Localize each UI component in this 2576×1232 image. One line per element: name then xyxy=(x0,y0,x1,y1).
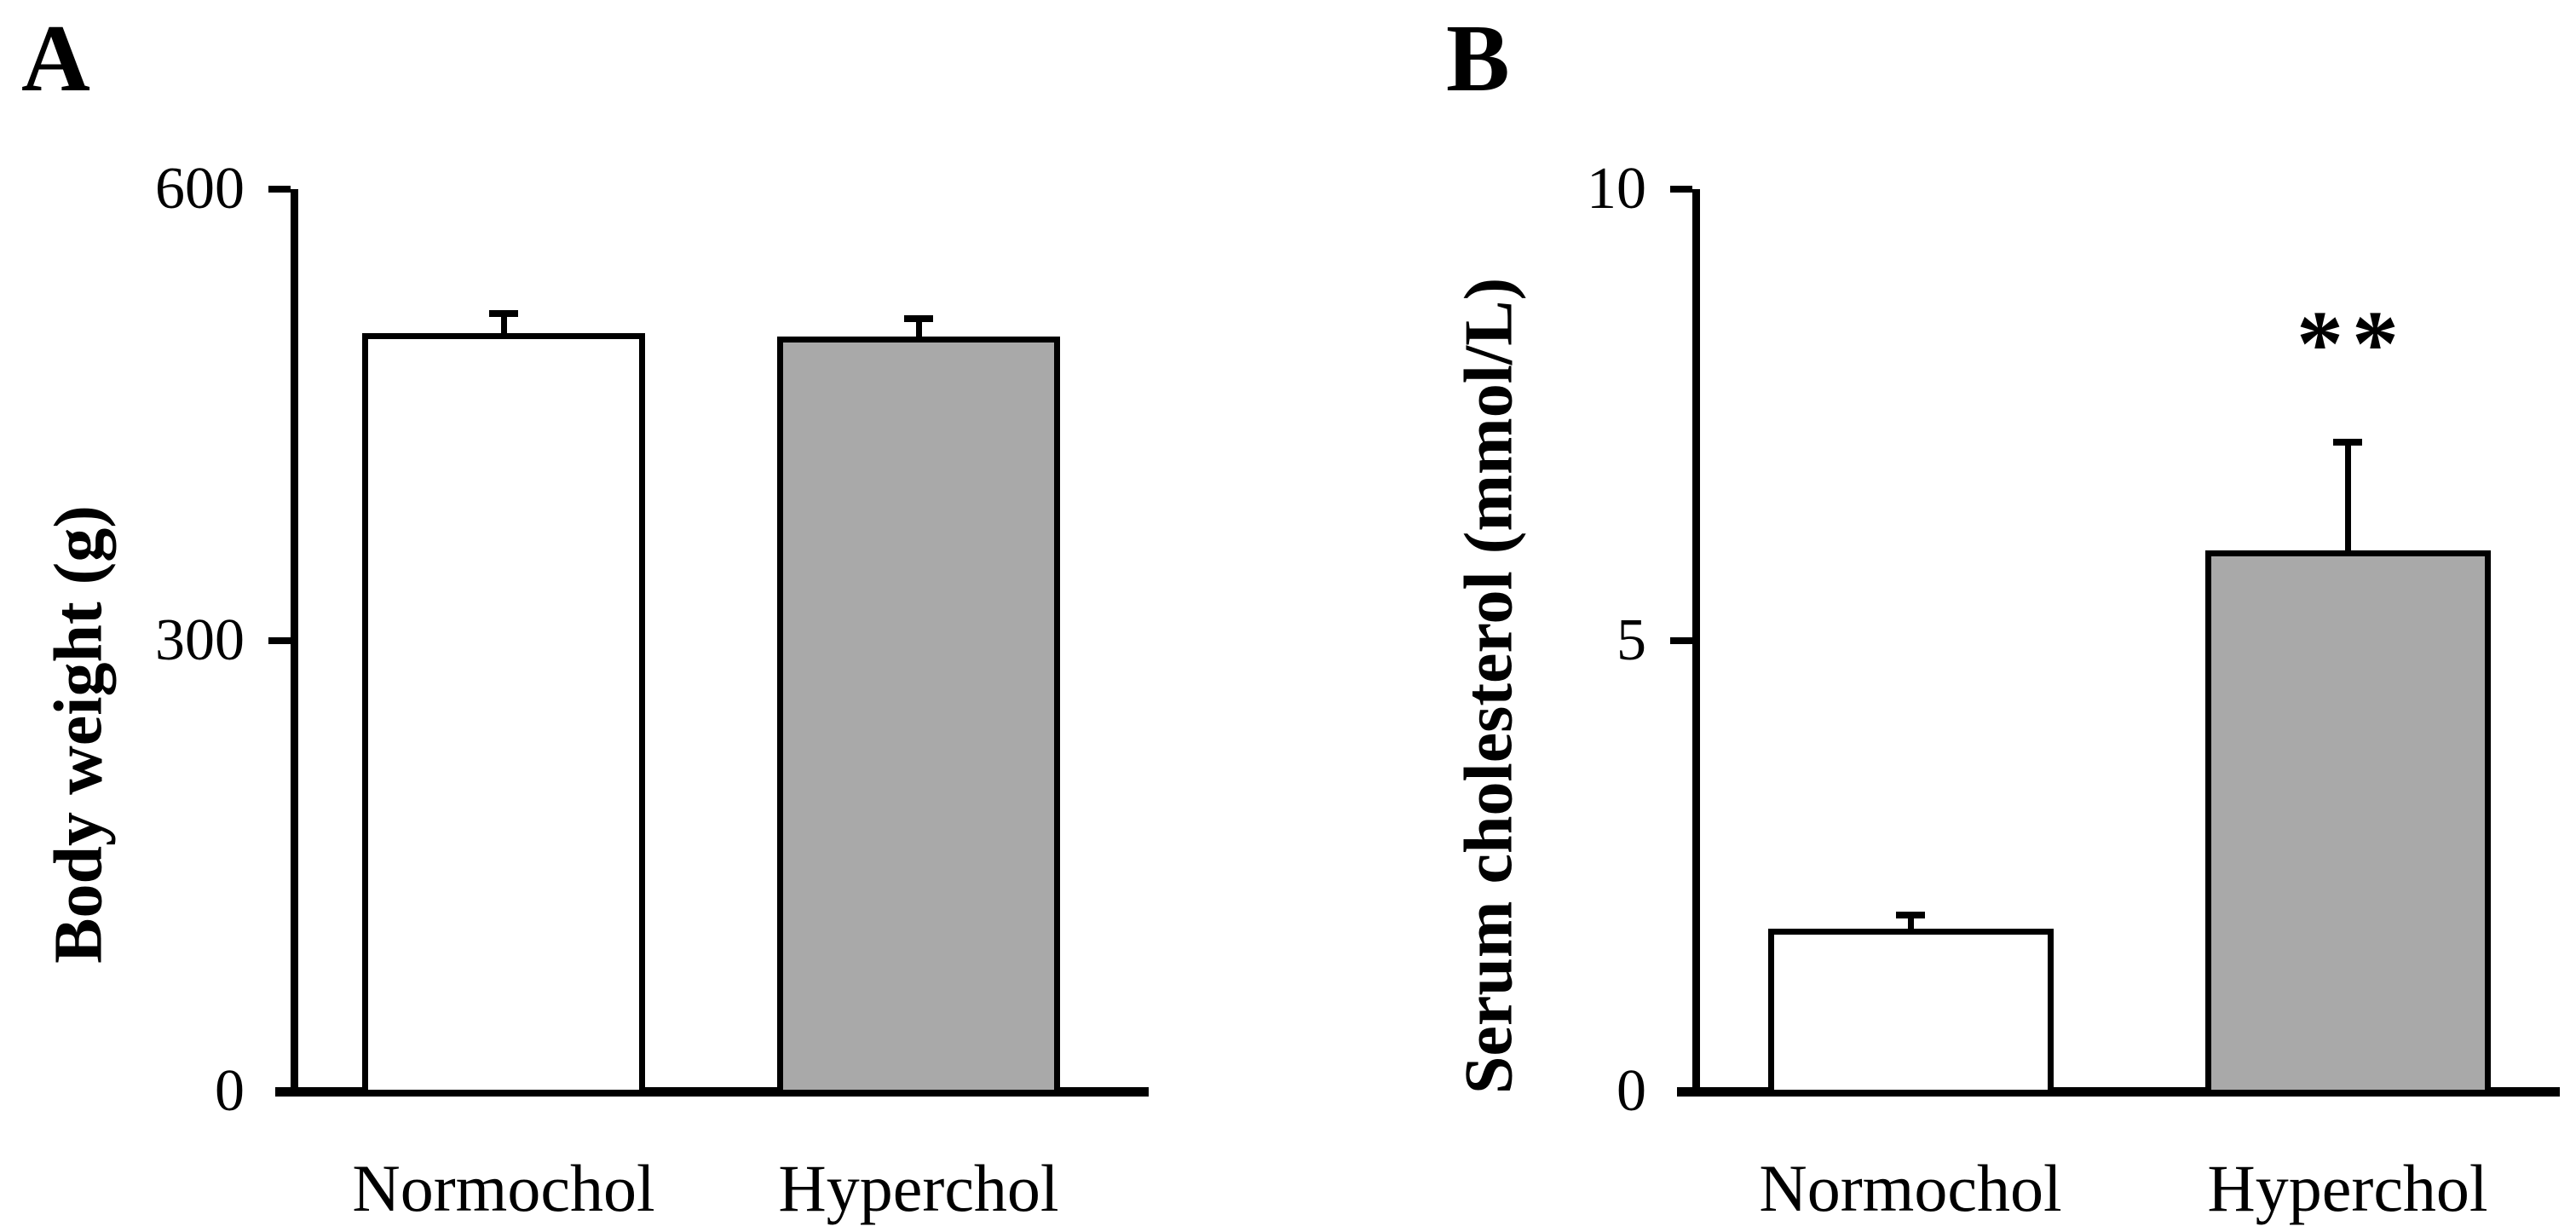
panel-a-y-tick xyxy=(268,636,291,644)
error-bar-cap-normochol-b xyxy=(1896,912,1925,919)
bar-normochol-a xyxy=(362,333,645,1096)
bar-hyperchol-a xyxy=(777,336,1060,1096)
panel-a-y-tick-label: 0 xyxy=(215,1058,245,1124)
panel-a-y-tick-label: 300 xyxy=(155,607,245,673)
error-bar-cap-hyperchol-a xyxy=(904,314,933,322)
error-bar-hyperchol-a xyxy=(915,318,922,340)
error-bar-hyperchol-b xyxy=(2344,441,2351,554)
bar-hyperchol-b xyxy=(2204,550,2491,1096)
x-category-label-normochol-a: Normochol xyxy=(352,1151,655,1225)
x-category-label-hyperchol-b: Hyperchol xyxy=(2207,1151,2488,1225)
panel-b-y-axis xyxy=(1692,189,1700,1096)
x-category-label-normochol-b: Normochol xyxy=(1759,1151,2062,1225)
panel-b-y-tick-label: 10 xyxy=(1587,156,1646,222)
error-bar-cap-hyperchol-b xyxy=(2333,438,2362,446)
error-bar-cap-normochol-a xyxy=(489,310,518,318)
panel-a-y-tick-label: 600 xyxy=(155,156,245,222)
significance-marker-b: ** xyxy=(2297,291,2407,395)
panel-a-y-axis-title: Body weight (g) xyxy=(41,505,117,964)
panel-a-x-axis xyxy=(275,1087,1149,1097)
panel-b-y-axis-title: Serum cholesterol (mmol/L) xyxy=(1451,277,1527,1095)
panel-b-letter: B xyxy=(1446,6,1510,112)
bar-normochol-b xyxy=(1767,929,2054,1096)
panel-b-y-tick-label: 5 xyxy=(1616,607,1646,673)
error-bar-normochol-a xyxy=(500,314,507,337)
panel-a-y-tick xyxy=(268,186,291,193)
panel-a-letter: A xyxy=(21,6,90,112)
panel-a-y-axis xyxy=(291,189,298,1096)
panel-b-y-tick-label: 0 xyxy=(1616,1058,1646,1124)
error-bar-normochol-b xyxy=(1907,915,1914,933)
panel-b-x-axis xyxy=(1677,1087,2560,1097)
panel-b-y-tick xyxy=(1670,636,1692,644)
x-category-label-hyperchol-a: Hyperchol xyxy=(778,1151,1059,1225)
panel-b-y-tick xyxy=(1670,186,1692,193)
